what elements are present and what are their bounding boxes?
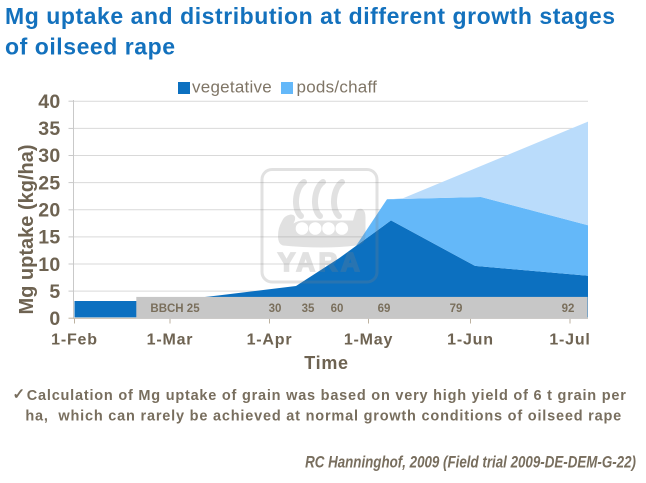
svg-text:1-Jul: 1-Jul <box>549 331 590 348</box>
svg-text:30: 30 <box>269 303 282 315</box>
svg-text:1-Apr: 1-Apr <box>247 331 293 348</box>
svg-text:YARA: YARA <box>278 247 363 277</box>
svg-text:25: 25 <box>38 172 60 194</box>
svg-text:79: 79 <box>450 303 463 315</box>
svg-text:35: 35 <box>302 303 315 315</box>
svg-text:vegetative: vegetative <box>192 78 272 97</box>
svg-text:40: 40 <box>38 91 60 113</box>
svg-text:1-Feb: 1-Feb <box>51 331 98 348</box>
svg-text:69: 69 <box>378 303 391 315</box>
svg-text:1-Jun: 1-Jun <box>447 331 494 348</box>
svg-text:BBCH 25: BBCH 25 <box>150 303 200 315</box>
svg-text:ha, which can rarely be achie: ha, which can rarely be achieved at norm… <box>25 409 622 425</box>
svg-text:20: 20 <box>38 200 60 222</box>
svg-text:1-May: 1-May <box>344 331 393 348</box>
svg-text:0: 0 <box>49 308 60 330</box>
svg-text:Calculation of Mg uptake of gr: Calculation of Mg uptake of grain was ba… <box>27 388 627 404</box>
svg-text:Mg uptake (kg/ha): Mg uptake (kg/ha) <box>16 144 38 314</box>
svg-text:RC Hanninghof, 2009 (Field tri: RC Hanninghof, 2009 (Field trial 2009-DE… <box>305 454 636 471</box>
svg-text:Time: Time <box>304 353 349 373</box>
svg-text:30: 30 <box>38 145 60 167</box>
svg-text:pods/chaff: pods/chaff <box>297 78 378 97</box>
svg-text:of oilseed rape: of oilseed rape <box>5 33 176 59</box>
svg-text:10: 10 <box>38 254 60 276</box>
svg-text:5: 5 <box>49 281 60 303</box>
svg-text:15: 15 <box>38 227 60 249</box>
svg-text:92: 92 <box>562 303 575 315</box>
svg-text:35: 35 <box>38 118 60 140</box>
svg-text:Mg uptake and distribution at: Mg uptake and distribution at different … <box>5 3 616 29</box>
svg-text:1-Mar: 1-Mar <box>147 331 194 348</box>
svg-text:✓: ✓ <box>13 386 26 403</box>
svg-text:60: 60 <box>331 303 344 315</box>
